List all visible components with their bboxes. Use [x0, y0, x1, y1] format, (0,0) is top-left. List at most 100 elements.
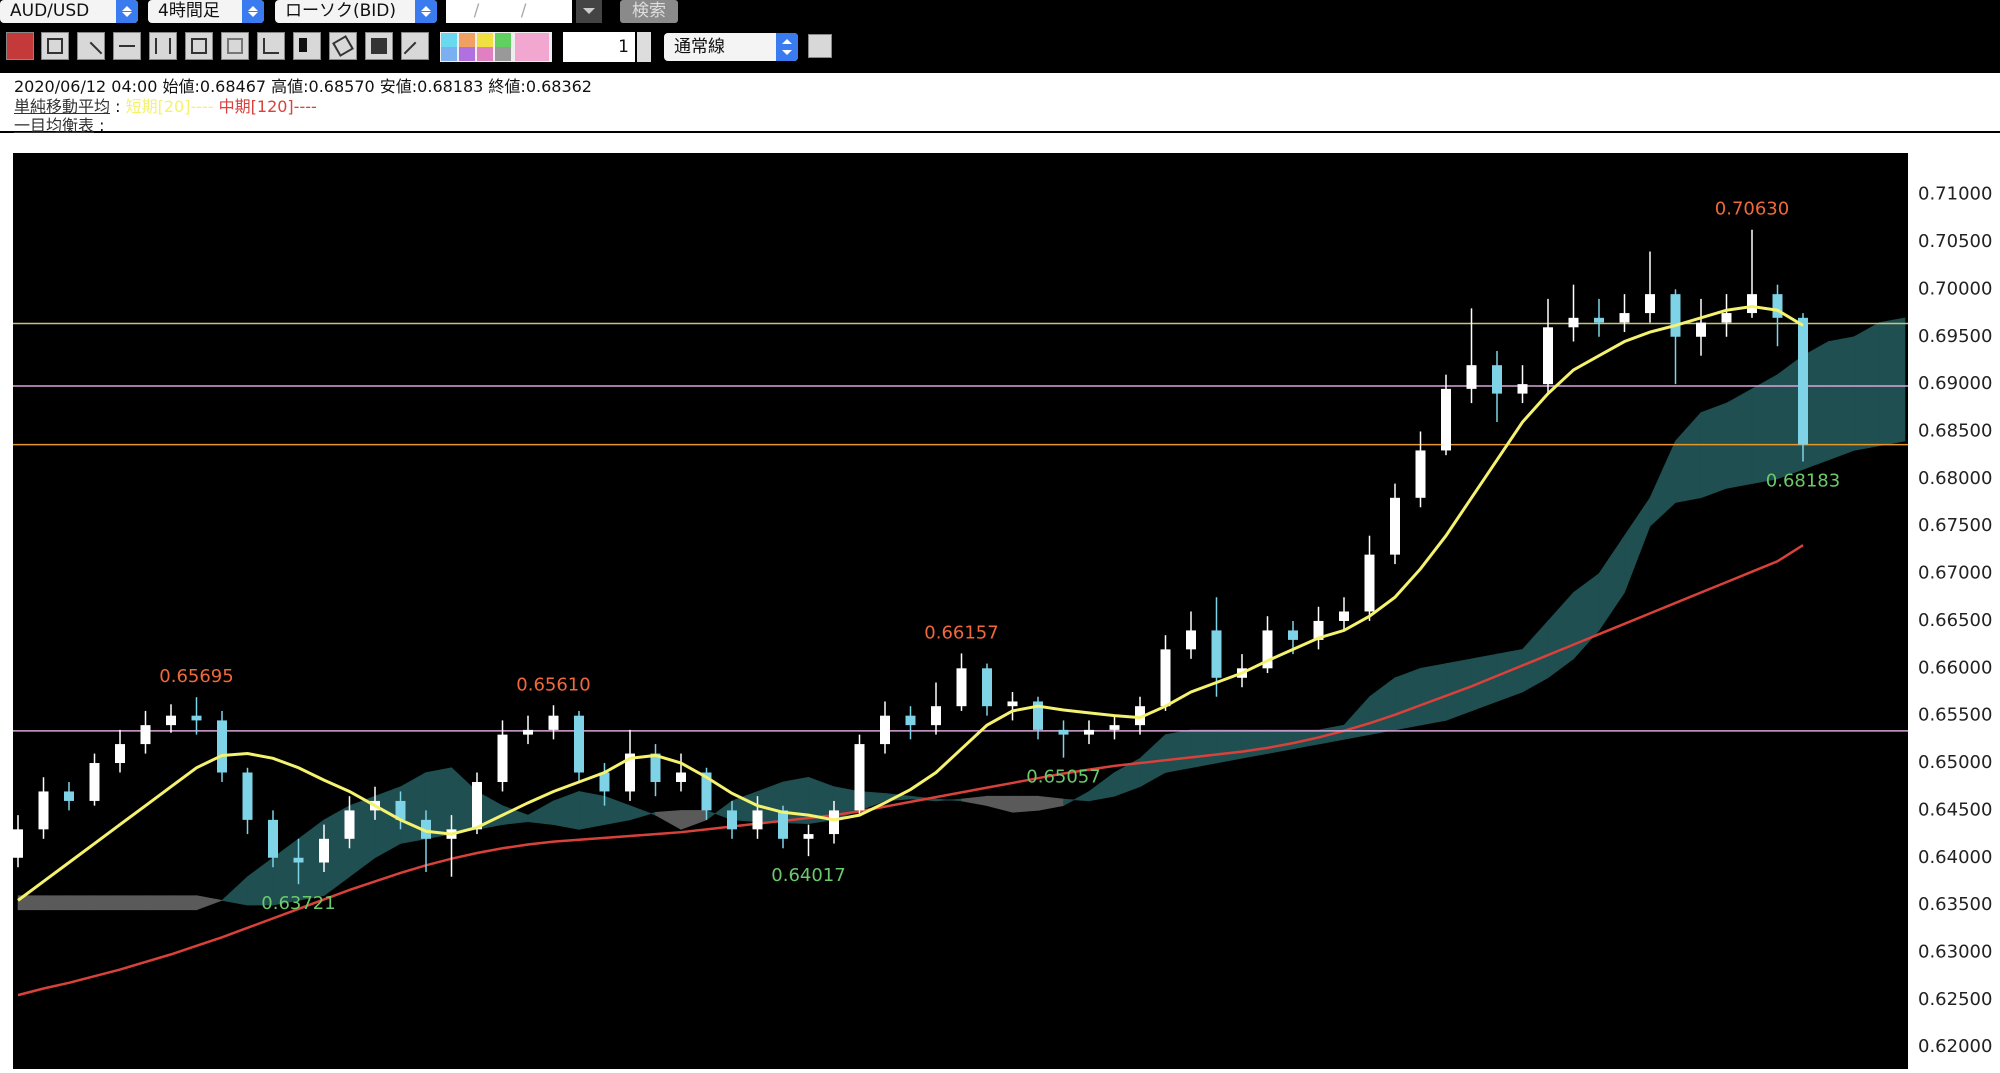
candle-body: [854, 744, 865, 811]
cloud-segment: [578, 791, 605, 830]
fib-tool[interactable]: [221, 32, 249, 60]
candle-body: [1058, 729, 1069, 735]
magnet-tool[interactable]: [6, 32, 34, 60]
y-tick-label: 0.66000: [1918, 657, 1992, 678]
y-tick-label: 0.65000: [1918, 752, 1992, 773]
cloud-segment: [1241, 729, 1268, 759]
timeframe-select[interactable]: 4時間足: [148, 0, 264, 23]
candle-body: [1798, 317, 1808, 445]
candle-body: [1288, 630, 1298, 640]
separator: :: [115, 97, 121, 116]
cloud-segment: [1165, 729, 1192, 773]
tool[interactable]: [41, 32, 69, 60]
cloud-segment: [43, 895, 70, 911]
candle-body: [497, 734, 508, 782]
candle-body: [89, 763, 100, 801]
candle-body: [268, 819, 278, 858]
count-spinner[interactable]: [637, 32, 651, 62]
vline-tool[interactable]: [149, 32, 177, 60]
ohlc-info: 2020/06/12 04:00 始値:0.68467 高値:0.68570 安…: [14, 77, 592, 96]
cloud-segment: [196, 895, 224, 911]
delete-tool[interactable]: [365, 32, 393, 60]
style-select[interactable]: ローソク(BID): [275, 0, 437, 23]
cloud-segment: [1420, 663, 1447, 726]
candle-body: [1747, 294, 1757, 314]
pointer-tool[interactable]: [293, 32, 321, 60]
y-tick-label: 0.67500: [1918, 515, 1992, 536]
y-tick-label: 0.70000: [1918, 278, 1992, 299]
candle-body: [1262, 630, 1273, 669]
pair-text: AUD/USD: [10, 1, 90, 21]
trendline-tool[interactable]: [77, 32, 105, 65]
color-palette[interactable]: [440, 32, 552, 62]
ma-legend: 単純移動平均 : 短期[20]---- 中期[120]----: [14, 93, 317, 117]
eraser-tool[interactable]: [329, 32, 357, 60]
info-panel: 2020/06/12 04:00 始値:0.68467 高値:0.68570 安…: [0, 71, 2000, 136]
y-tick-label: 0.64000: [1918, 847, 1992, 868]
cloud-segment: [1445, 658, 1472, 721]
candle-body: [319, 838, 329, 863]
candle-body: [344, 810, 355, 839]
cloud-segment: [119, 895, 146, 911]
fan-tool[interactable]: [257, 32, 285, 60]
candle-body: [982, 668, 992, 707]
high-label: 0.65695: [159, 666, 233, 687]
candle-body: [140, 725, 151, 745]
y-tick-label: 0.62500: [1918, 989, 1992, 1010]
cloud-segment: [1012, 795, 1039, 813]
candle-body: [1084, 729, 1094, 735]
pair-select[interactable]: AUD/USD: [0, 0, 138, 23]
candle-body: [191, 715, 202, 721]
candle-body: [1415, 450, 1426, 498]
table-tool[interactable]: [185, 32, 213, 60]
candle-body: [1772, 294, 1783, 318]
y-tick-label: 0.63500: [1918, 894, 1992, 915]
separator: :: [99, 116, 105, 135]
legend-entry: 短期[20]----: [125, 97, 214, 116]
candle-body: [421, 819, 431, 839]
candle-body: [905, 715, 916, 726]
y-tick-label: 0.69000: [1918, 373, 1992, 394]
cloud-segment: [1394, 667, 1421, 731]
candle-body: [1160, 649, 1171, 707]
candle-body: [931, 706, 941, 726]
candle-body: [1645, 294, 1655, 314]
cloud-segment: [145, 895, 172, 911]
cloud-segment: [1190, 729, 1217, 769]
y-tick-label: 0.69500: [1918, 326, 1992, 347]
hline-tool[interactable]: [113, 32, 141, 60]
line-style-text: 通常線: [674, 37, 725, 57]
y-tick-label: 0.68000: [1918, 468, 1992, 489]
low-label: 0.65057: [1026, 767, 1100, 788]
ma-line: [17, 544, 1804, 997]
date-input[interactable]: / /: [446, 0, 572, 23]
edit-tool[interactable]: [401, 32, 429, 65]
candle-body: [1517, 384, 1528, 394]
low-label: 0.63721: [261, 893, 335, 914]
candle-body: [1568, 317, 1579, 328]
y-tick-label: 0.63000: [1918, 941, 1992, 962]
expand-button[interactable]: [808, 34, 832, 58]
candle-body: [472, 781, 482, 830]
candle-body: [1364, 554, 1375, 612]
cloud-segment: [1216, 729, 1243, 764]
cloud-segment: [1726, 388, 1753, 489]
high-label: 0.65610: [516, 674, 590, 695]
candle-body: [1543, 327, 1553, 385]
ichimoku-title: 一目均衡表: [14, 116, 95, 135]
line-style-select[interactable]: 通常線: [664, 33, 798, 61]
candle-body: [1721, 313, 1732, 323]
candle-body: [395, 800, 406, 820]
candle-body: [1313, 620, 1324, 640]
search-button[interactable]: 検索: [620, 0, 678, 23]
candle-body: [956, 668, 967, 707]
candle-body: [1109, 725, 1120, 730]
candle-body: [1390, 497, 1400, 555]
date-dropdown[interactable]: [576, 0, 602, 23]
candle-body: [115, 744, 125, 764]
count-input[interactable]: 1: [563, 32, 635, 62]
candle-body: [803, 834, 814, 839]
ichimoku-legend: 一目均衡表 :: [14, 112, 105, 136]
y-tick-label: 0.68500: [1918, 420, 1992, 441]
